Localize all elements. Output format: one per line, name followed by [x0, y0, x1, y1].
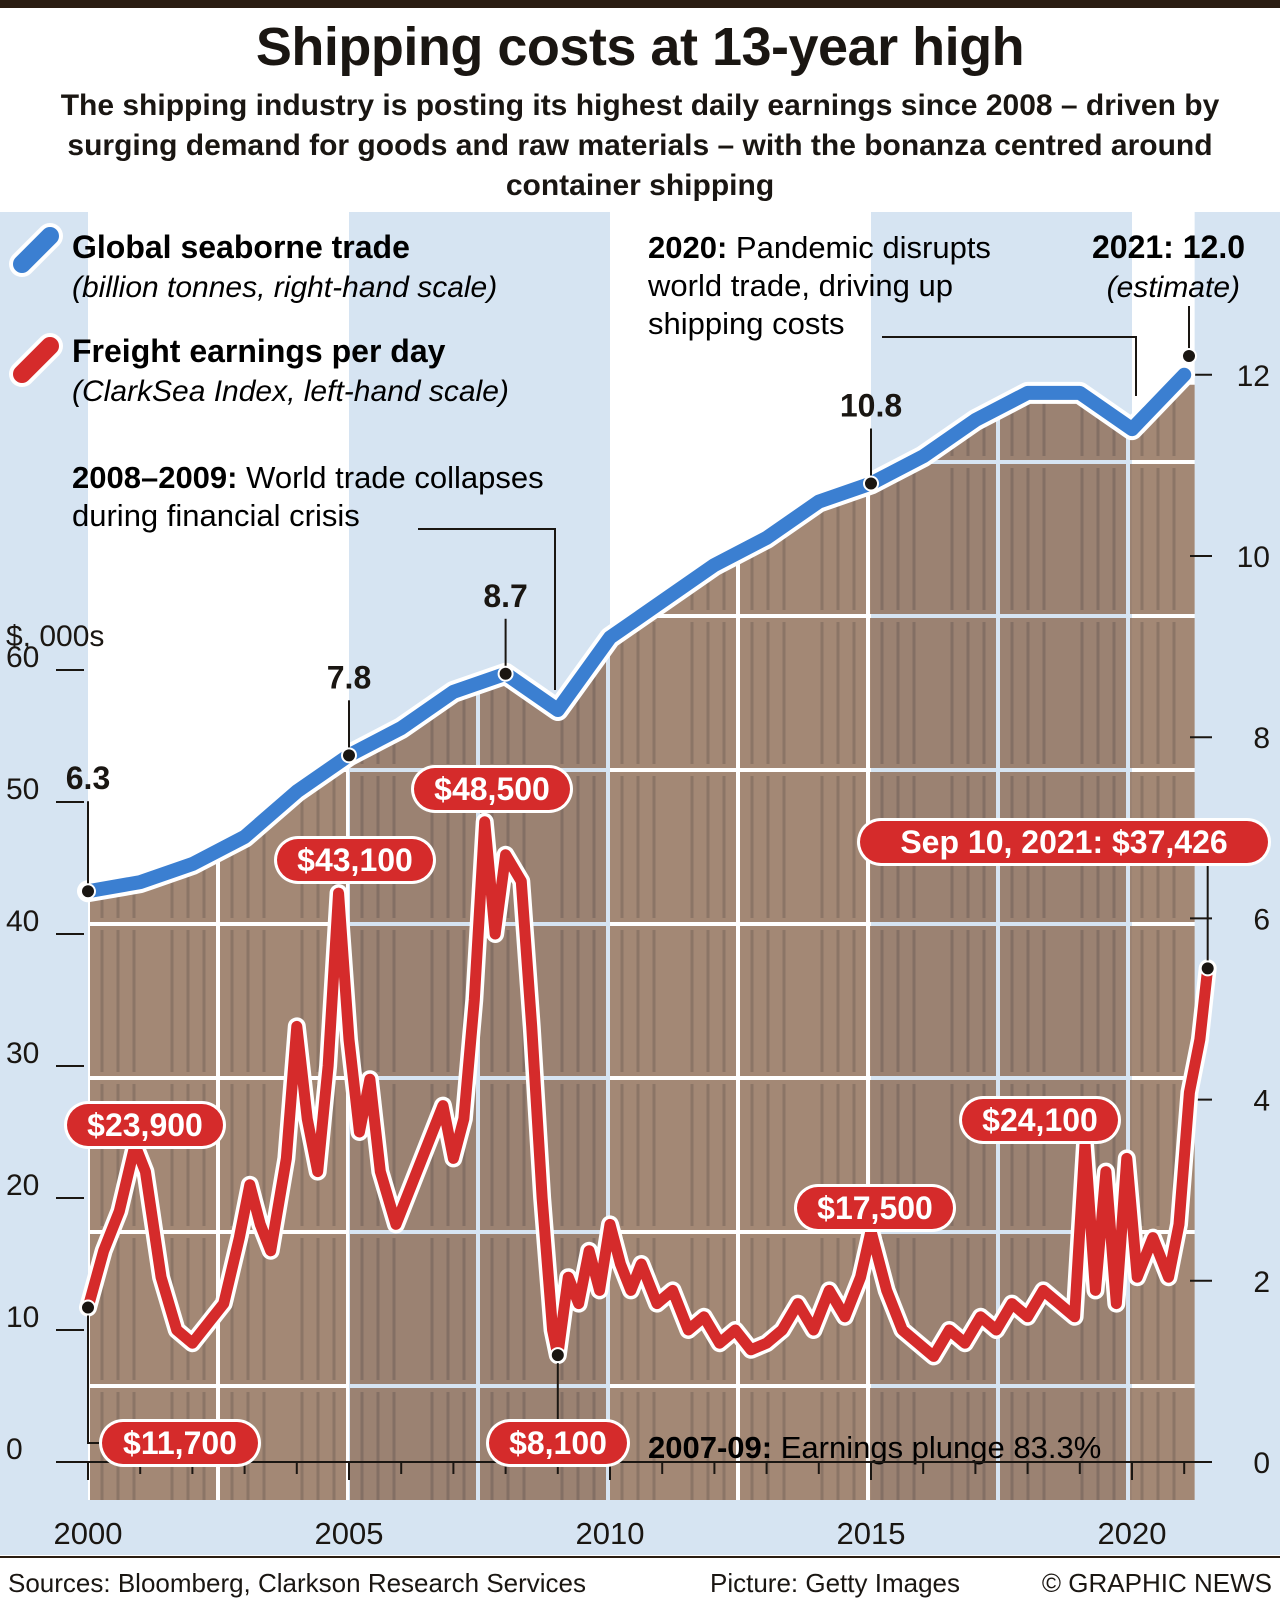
left-tick-label: 60: [6, 641, 39, 674]
right-tick-label: 2: [1253, 1266, 1270, 1299]
freight-value-label: $24,100: [959, 1096, 1121, 1144]
footer-picture: Picture: Getty Images: [710, 1568, 960, 1598]
annotation-2008-line2: during financial crisis: [72, 498, 360, 533]
freight-line: [82, 816, 1214, 1362]
right-tick-label: 4: [1253, 1085, 1270, 1118]
label-pill: [962, 1099, 1118, 1141]
left-tick-label: 30: [6, 1037, 39, 1070]
freight-label-text: $24,100: [982, 1102, 1098, 1138]
legend-trade-name: Global seaborne trade: [72, 229, 410, 265]
left-tick-label: 10: [6, 1301, 39, 1334]
annotation-2008-leader: [418, 528, 556, 690]
trade-label-dot: [863, 475, 879, 492]
trade-label-dot: [497, 665, 514, 682]
annotation-2007-text: 2007-09: Earnings plunge 83.3%: [648, 1430, 1101, 1465]
label-pill: [67, 1104, 223, 1146]
annotation-2020-line2: world trade, driving up: [647, 268, 953, 303]
freight-value-label: $43,100: [274, 836, 436, 884]
label-pill: [860, 821, 1268, 863]
legend-trade-note: (billion tonnes, right-hand scale): [72, 271, 497, 304]
trade-value-label: 10.8: [840, 388, 902, 424]
left-axis-unit: $, 000s: [6, 620, 104, 653]
freight-label-text: $11,700: [123, 1425, 237, 1461]
annotation-2021-dot: [1181, 348, 1197, 364]
x-tick-label: 2000: [54, 1516, 123, 1551]
annotation-2008-line1: 2008–2009: World trade collapses: [72, 460, 544, 495]
left-tick-label: 50: [6, 773, 39, 806]
annotation-2020-line3: shipping costs: [648, 306, 844, 341]
footer-credit: © GRAPHIC NEWS: [1041, 1568, 1272, 1598]
label-pill: [797, 1187, 953, 1229]
label-pill: [277, 839, 433, 881]
freight-label-dot: [1199, 960, 1216, 977]
label-pill: [489, 1422, 627, 1464]
freight-label-dot: [80, 1299, 96, 1316]
freight-value-label: $23,900: [64, 1101, 226, 1149]
freight-label-text: Sep 10, 2021: $37,426: [900, 824, 1227, 860]
top-rule: [0, 0, 1280, 8]
left-tick-label: 40: [6, 905, 39, 938]
trade-label-dot: [341, 747, 357, 764]
freight-label-text: $48,500: [434, 771, 550, 807]
legend-freight-swatch: [13, 337, 59, 383]
freight-label-leader: [87, 1307, 102, 1444]
freight-value-label: $48,500: [411, 765, 573, 813]
x-tick-label: 2015: [837, 1516, 906, 1551]
legend-freight-note: (ClarkSea Index, left-hand scale): [72, 375, 509, 408]
trade-label-dot: [80, 883, 96, 900]
x-tick-label: 2005: [315, 1516, 384, 1551]
legend-trade-swatch: [13, 227, 59, 273]
freight-label-text: $8,100: [509, 1425, 607, 1461]
x-tick-label: 2010: [576, 1516, 645, 1551]
trade-value-label: 8.7: [483, 578, 527, 614]
right-tick-label: 6: [1253, 903, 1270, 936]
freight-label-dot: [549, 1347, 566, 1364]
freight-value-label: Sep 10, 2021: $37,426: [857, 818, 1271, 977]
annotation-2021-note: (estimate): [1107, 271, 1240, 304]
footer: Sources: Bloomberg, Clarkson Research Se…: [0, 1556, 1280, 1616]
freight-label-text: $23,900: [87, 1107, 203, 1143]
annotation-2020-line1: 2020: Pandemic disrupts: [648, 230, 991, 265]
footer-sources: Sources: Bloomberg, Clarkson Research Se…: [8, 1568, 587, 1598]
left-tick-label: 0: [6, 1433, 23, 1466]
annotation-2020-leader: [882, 336, 1137, 396]
freight-value-label: $8,100: [486, 1347, 630, 1467]
legend-freight-name: Freight earnings per day: [72, 333, 446, 369]
label-pill: [414, 768, 570, 810]
chart-subtitle: The shipping industry is posting its hig…: [60, 89, 1220, 202]
freight-label-text: $17,500: [817, 1190, 933, 1226]
right-tick-label: 0: [1253, 1447, 1270, 1480]
trade-value-label: 7.8: [327, 659, 371, 695]
trade-value-label: 6.3: [66, 760, 110, 796]
freight-label-text: $43,100: [297, 842, 413, 878]
right-tick-label: 8: [1253, 722, 1270, 755]
freight-value-label: $11,700: [80, 1299, 261, 1467]
chart-title: Shipping costs at 13-year high: [255, 17, 1025, 77]
right-tick-label: 10: [1237, 541, 1270, 574]
x-tick-label: 2020: [1098, 1516, 1167, 1551]
freight-value-label: $17,500: [794, 1184, 956, 1232]
right-tick-label: 12: [1237, 360, 1270, 393]
left-tick-label: 20: [6, 1169, 39, 1202]
trade-line: [81, 367, 1192, 899]
label-pill: [102, 1422, 258, 1464]
annotation-2021-value: 2021: 12.0: [1092, 229, 1245, 265]
